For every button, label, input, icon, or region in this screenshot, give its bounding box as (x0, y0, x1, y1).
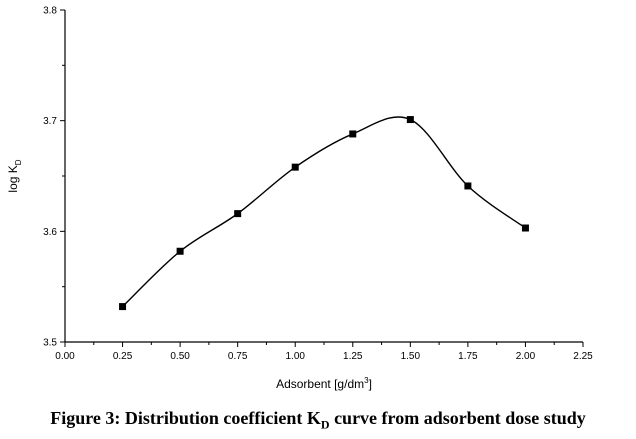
figure-caption: Figure 3: Distribution coefficient KD cu… (0, 408, 636, 433)
y-tick-label: 3.6 (43, 227, 57, 238)
x-tick-label: 0.75 (228, 351, 248, 362)
y-axis-label-sub: D (14, 159, 23, 165)
line-chart: 0.00 0.25 0.50 0.75 1.00 1.25 1.50 1.75 2.00 2.25… (6, 6, 593, 392)
data-point (234, 210, 242, 218)
data-point (291, 163, 299, 171)
caption-suffix: curve from adsorbent dose study (329, 408, 586, 428)
x-tick-label: 1.75 (458, 351, 478, 362)
data-point (176, 247, 184, 255)
caption-sub: D (320, 417, 330, 432)
data-point (464, 182, 472, 190)
y-tick-label: 3.7 (43, 116, 57, 127)
data-point (119, 303, 127, 311)
y-axis-label: log KD (6, 159, 23, 192)
x-tick-label: 1.00 (285, 351, 305, 362)
x-tick-label: 0.25 (113, 351, 133, 362)
x-tick-label: 0.00 (55, 351, 75, 362)
y-tick-label: 3.5 (43, 338, 57, 349)
series-curve (122, 116, 526, 308)
x-tick-label: 2.25 (573, 351, 593, 362)
x-tick-label: 2.00 (516, 351, 536, 362)
x-axis-label-suffix: ] (369, 377, 372, 391)
x-tick-label: 1.25 (343, 351, 363, 362)
x-tick-label: 0.50 (170, 351, 190, 362)
axes (64, 10, 583, 343)
y-tick-label: 3.8 (43, 6, 57, 17)
ticks: 0.00 0.25 0.50 0.75 1.00 1.25 1.50 1.75 2.00 2.25… (43, 6, 593, 363)
x-axis-label-sup: 3 (364, 376, 369, 385)
data-point (406, 116, 414, 124)
caption-prefix: Figure 3: Distribution coefficient K (50, 408, 321, 428)
y-axis-label-text: log K (6, 165, 20, 192)
data-markers (119, 116, 529, 311)
x-axis-label: Adsorbent [g/dm3] (276, 376, 372, 391)
data-point (521, 224, 529, 232)
data-point (349, 130, 357, 138)
x-tick-label: 1.50 (401, 351, 421, 362)
x-axis-label-text: Adsorbent [g/dm (276, 377, 364, 391)
